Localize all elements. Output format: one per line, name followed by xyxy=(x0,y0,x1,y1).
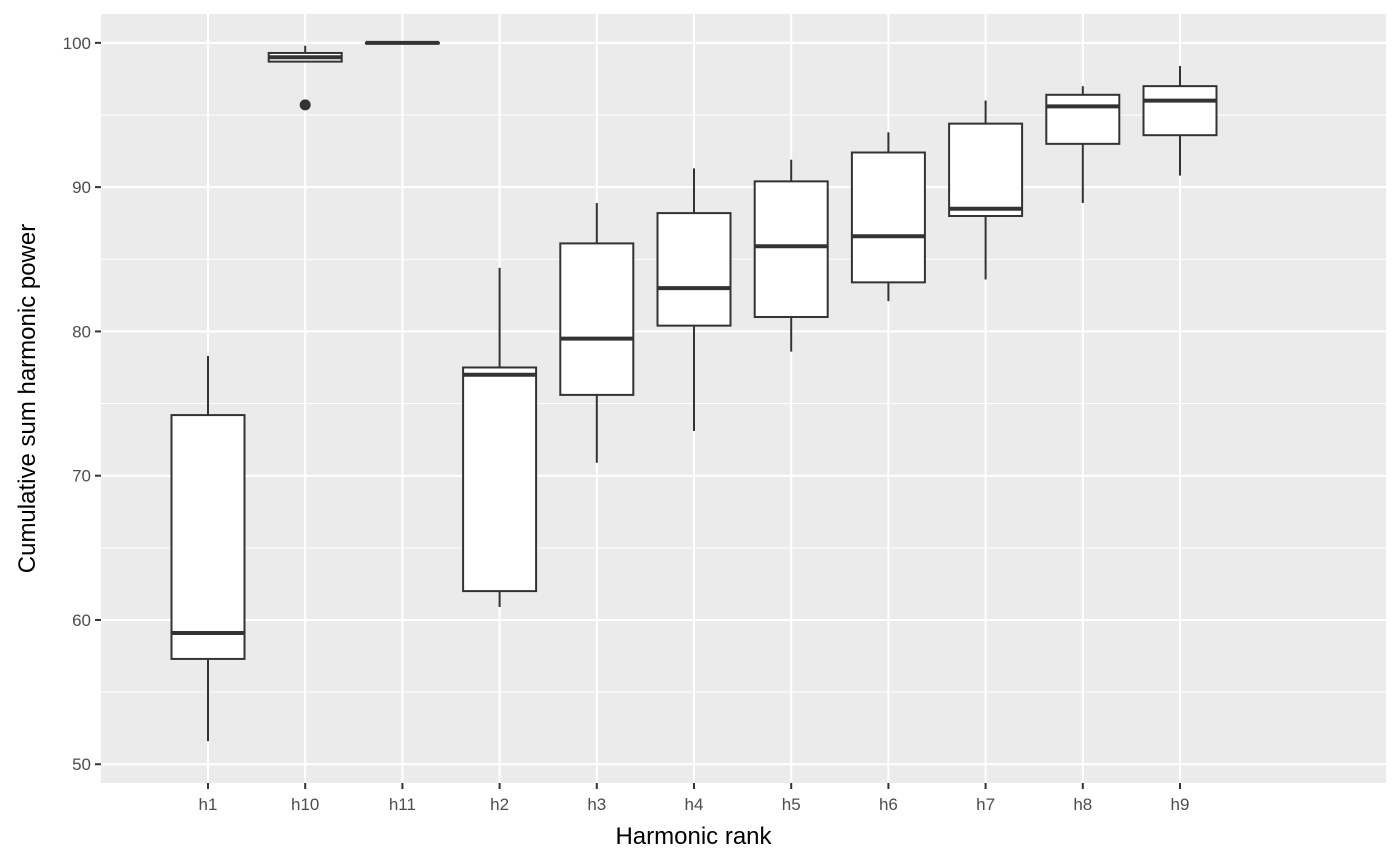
y-axis-title: Cumulative sum harmonic power xyxy=(14,224,41,573)
y-tick-label: 90 xyxy=(72,178,91,197)
box-h8 xyxy=(1045,86,1121,204)
x-tick-label: h7 xyxy=(976,795,995,814)
x-axis: h1 h10 h11 h2 h3 h4 h5 h6 h7 h8 h9 xyxy=(199,783,1190,814)
y-tick-label: 70 xyxy=(72,467,91,486)
y-tick-label: 60 xyxy=(72,611,91,630)
y-tick-label: 100 xyxy=(63,34,91,53)
box-h3 xyxy=(559,203,635,463)
y-tick-label: 50 xyxy=(72,755,91,774)
box-h6 xyxy=(850,132,926,302)
x-tick-label: h6 xyxy=(879,795,898,814)
box-h2 xyxy=(462,267,538,607)
box-h5 xyxy=(753,159,829,352)
box-h4 xyxy=(656,168,732,431)
x-tick-label: h5 xyxy=(782,795,801,814)
plot-panel xyxy=(101,14,1386,783)
x-tick-label: h2 xyxy=(490,795,509,814)
box-h1 xyxy=(170,355,246,742)
x-tick-label: h10 xyxy=(291,795,319,814)
box-h10 xyxy=(267,45,343,111)
x-tick-label: h9 xyxy=(1171,795,1190,814)
box-h7 xyxy=(948,100,1024,280)
x-axis-title: Harmonic rank xyxy=(615,823,772,850)
box-body xyxy=(1045,93,1121,145)
box-h11 xyxy=(364,40,440,45)
x-tick-label: h1 xyxy=(199,795,218,814)
x-tick-label: h8 xyxy=(1073,795,1092,814)
boxes-layer xyxy=(170,40,1218,742)
x-tick-label: h3 xyxy=(587,795,606,814)
box-body xyxy=(656,212,732,327)
outlier-point xyxy=(299,99,311,111)
box-body xyxy=(850,151,926,284)
y-tick-label: 80 xyxy=(72,322,91,341)
box-body xyxy=(170,414,246,660)
x-tick-label: h4 xyxy=(685,795,704,814)
x-tick-label: h11 xyxy=(389,795,416,814)
box-body xyxy=(559,242,635,396)
minor-gridlines xyxy=(101,114,1386,693)
box-h9 xyxy=(1142,65,1218,176)
box-body xyxy=(462,366,538,593)
box-body xyxy=(948,122,1024,217)
box-body xyxy=(1142,85,1218,137)
box-body xyxy=(753,180,829,318)
y-axis: 50 60 70 80 90 100 xyxy=(63,34,101,774)
